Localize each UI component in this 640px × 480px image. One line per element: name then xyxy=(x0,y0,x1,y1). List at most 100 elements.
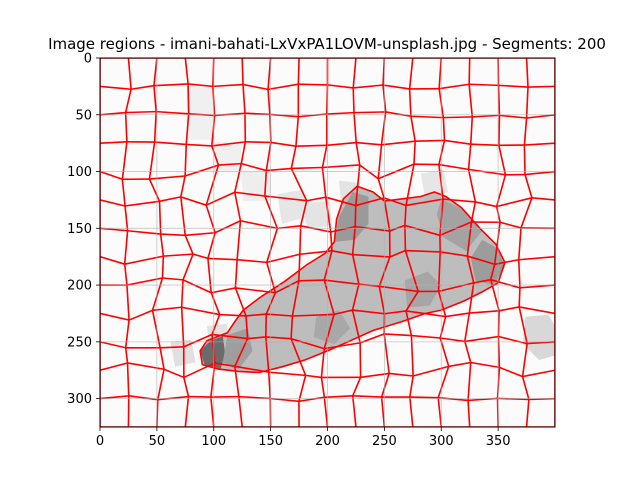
segment-edge xyxy=(267,372,272,399)
segment-edge xyxy=(405,310,413,336)
segment-edge xyxy=(268,371,306,377)
segment-edge xyxy=(464,312,471,342)
segment-edge xyxy=(161,256,165,279)
segment-edge xyxy=(183,362,216,379)
y-axis-ticks: 0 50 100 150 200 250 300 xyxy=(67,52,100,407)
segment-edge xyxy=(323,397,329,427)
y-tick-label: 200 xyxy=(67,279,92,294)
segment-edge xyxy=(326,141,357,147)
x-axis-ticks: 0 50 100 150 200 250 300 350 xyxy=(96,427,511,449)
segment-edge xyxy=(352,87,355,113)
segment-edge xyxy=(379,285,419,293)
segment-edge xyxy=(207,258,212,293)
segment-edge xyxy=(185,231,216,237)
segment-edge xyxy=(413,141,416,165)
segment-edge xyxy=(355,142,361,166)
plot-area xyxy=(100,58,555,427)
segment-edge xyxy=(467,144,472,170)
segment-edge xyxy=(438,396,469,402)
segment-edge xyxy=(264,195,307,202)
segment-edge xyxy=(100,395,129,400)
segment-edge xyxy=(353,111,386,114)
segment-edge xyxy=(233,192,242,221)
segment-edge xyxy=(295,144,327,147)
y-tick-label: 150 xyxy=(67,222,92,237)
segment-edge xyxy=(493,222,501,265)
segment-edge xyxy=(121,141,128,180)
segment-edge xyxy=(466,255,475,284)
segment-edge xyxy=(127,229,161,235)
segment-edge xyxy=(290,338,307,376)
segment-edge xyxy=(265,336,270,373)
segment-edge xyxy=(467,169,477,203)
segment-edge xyxy=(184,234,194,255)
segment-edge xyxy=(265,336,292,340)
segment-edge xyxy=(124,319,130,348)
segment-edge xyxy=(381,140,416,146)
region-dark-patch xyxy=(313,310,351,345)
segment-edge xyxy=(356,141,382,146)
segment-edge xyxy=(290,337,325,350)
segment-edge xyxy=(377,144,383,179)
segment-edge xyxy=(162,277,184,281)
segment-edge xyxy=(489,264,496,280)
segment-edge xyxy=(153,58,158,86)
segment-edge xyxy=(384,310,407,315)
segment-edge xyxy=(148,141,156,180)
segment-edge xyxy=(353,112,357,143)
segment-edge xyxy=(382,84,410,90)
segment-edge xyxy=(409,396,439,399)
segment-edge xyxy=(352,395,382,398)
segment-edge xyxy=(192,253,209,260)
segment-edge xyxy=(437,291,447,317)
segment-edge xyxy=(324,395,353,399)
segment-edge xyxy=(205,191,236,206)
segment-edge xyxy=(238,395,271,400)
segment-edge xyxy=(467,400,471,427)
segment-edge xyxy=(404,224,441,237)
segment-edge xyxy=(291,166,323,170)
segment-edge xyxy=(497,310,500,337)
segment-edge xyxy=(211,115,216,146)
segment-edge xyxy=(404,250,419,292)
segment-edge xyxy=(437,397,443,427)
segment-edge xyxy=(127,362,165,371)
segment-edge xyxy=(468,84,474,117)
segment-edge xyxy=(180,196,207,206)
segment-edge xyxy=(123,264,128,286)
segment-edge xyxy=(519,284,555,289)
segment-edge xyxy=(464,335,499,343)
segment-edge xyxy=(518,255,555,261)
segment-edge xyxy=(404,205,407,226)
segment-edge xyxy=(159,196,181,203)
segment-edge xyxy=(182,279,212,294)
region-dark-patch xyxy=(436,198,483,251)
segment-edge xyxy=(290,145,297,169)
segment-edge xyxy=(351,254,360,285)
segment-edge xyxy=(187,83,190,114)
segment-edge xyxy=(126,285,130,321)
segment-edge xyxy=(333,309,353,316)
segment-edge xyxy=(270,141,297,147)
segment-edge xyxy=(184,396,190,427)
segment-edge xyxy=(523,145,526,175)
y-tick-label: 300 xyxy=(67,392,92,407)
segment-edge xyxy=(234,338,249,367)
segment-edge xyxy=(384,333,412,337)
segment-edge xyxy=(185,113,190,145)
segment-edge xyxy=(130,84,155,91)
segment-edge xyxy=(323,279,335,315)
segment-edge xyxy=(210,397,215,427)
segment-edge xyxy=(380,111,387,145)
segment-edge xyxy=(275,280,300,294)
segment-edge xyxy=(218,162,242,166)
segment-edge xyxy=(188,395,211,398)
segment-edge xyxy=(520,197,533,229)
segment-edge xyxy=(380,397,386,427)
segment-edge xyxy=(100,85,132,91)
segment-edge xyxy=(405,290,419,312)
segment-edge xyxy=(443,116,473,119)
segment-edge xyxy=(469,83,499,87)
segment-edge xyxy=(383,197,391,232)
segment-edge xyxy=(352,58,357,88)
